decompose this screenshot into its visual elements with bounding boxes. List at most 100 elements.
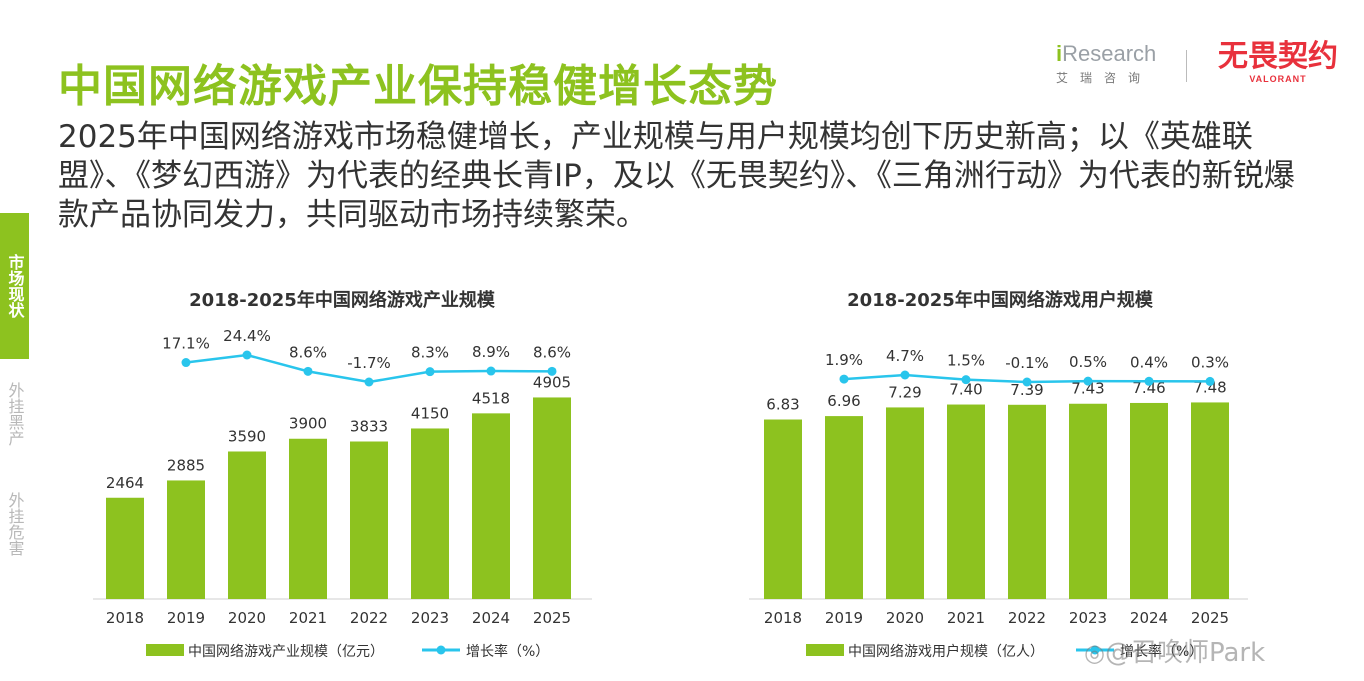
- x-tick-label: 2021: [289, 609, 327, 627]
- x-tick-label: 2021: [947, 609, 985, 627]
- page-title: 中国网络游戏产业保持稳健增长态势: [58, 61, 778, 112]
- valorant-logo-cn: 无畏契约: [1218, 39, 1338, 74]
- growth-rate-point: [1083, 376, 1093, 386]
- chart-title: 2018-2025年中国网络游戏用户规模: [847, 289, 1154, 311]
- bar-value-label: 3900: [289, 415, 327, 433]
- chart-legend: 中国网络游戏产业规模（亿元） 增长率（%）: [146, 643, 549, 660]
- growth-rate-label: 24.4%: [223, 327, 271, 345]
- bar: [411, 428, 449, 599]
- side-nav-item-market-status[interactable]: 市场现状: [0, 213, 29, 359]
- bar: [764, 419, 802, 599]
- bar-value-label: 7.46: [1132, 379, 1165, 397]
- growth-rate-label: -1.7%: [347, 354, 391, 372]
- chart-title: 2018-2025年中国网络游戏产业规模: [189, 289, 496, 311]
- growth-rate-label: 17.1%: [162, 335, 210, 353]
- bar-value-label: 2885: [167, 456, 205, 474]
- bar-value-label: 7.40: [949, 381, 982, 399]
- valorant-logo: 无畏契约 VALORANT: [1203, 39, 1353, 85]
- x-tick-label: 2019: [167, 609, 205, 627]
- bar: [472, 413, 510, 599]
- bar: [289, 438, 327, 599]
- x-tick-label: 2023: [411, 609, 449, 627]
- growth-rate-label: 4.7%: [886, 347, 924, 365]
- growth-rate-point: [486, 366, 496, 376]
- bar-value-label: 7.48: [1193, 378, 1226, 396]
- bar: [825, 416, 863, 599]
- legend-line-marker: [436, 645, 446, 655]
- bar-value-label: 6.96: [827, 392, 860, 410]
- growth-rate-point: [425, 367, 435, 377]
- growth-rate-label: 0.3%: [1191, 353, 1229, 371]
- bar-value-label: 4518: [472, 389, 510, 407]
- bar: [167, 480, 205, 599]
- growth-rate-point: [1144, 376, 1154, 386]
- x-tick-label: 2018: [764, 609, 802, 627]
- industry-scale-chart: 2018-2025年中国网络游戏产业规模 2464 2018 2885 2019 359…: [93, 289, 592, 660]
- watermark: ◎@召唤师Park: [1084, 632, 1265, 669]
- x-tick-label: 2024: [472, 609, 510, 627]
- bar: [1130, 402, 1168, 599]
- bar-value-label: 7.39: [1010, 381, 1043, 399]
- side-nav-item-cheat-harm[interactable]: 外挂危害: [5, 492, 25, 556]
- bar: [533, 397, 571, 599]
- legend-bar-label: 中国网络游戏产业规模（亿元）: [188, 644, 384, 660]
- bar-value-label: 4150: [411, 404, 449, 422]
- page-subtitle: 2025年中国网络游戏市场稳健增长，产业规模与用户规模均创下历史新高；以《英雄联…: [58, 119, 1295, 233]
- x-tick-label: 2025: [533, 609, 571, 627]
- iresearch-logo-i: i: [1056, 41, 1063, 66]
- valorant-logo-en: VALORANT: [1249, 74, 1307, 84]
- iresearch-logo: iResearch 艾瑞咨询: [1056, 42, 1168, 86]
- legend-line-marker: [1090, 645, 1100, 655]
- iresearch-logo-text: Research: [1062, 41, 1157, 66]
- growth-rate-label: 0.5%: [1069, 353, 1107, 371]
- growth-rate-label: 0.4%: [1130, 353, 1168, 371]
- user-scale-chart: 2018-2025年中国网络游戏用户规模 6.83 2018 6.96 2019 7.2…: [749, 289, 1248, 660]
- side-nav-item-cheat-industry[interactable]: 外挂黑产: [5, 382, 25, 446]
- weibo-icon: ◎: [1084, 639, 1105, 667]
- side-nav: 市场现状 外挂黑产 外挂危害: [0, 213, 29, 579]
- bar: [1069, 403, 1107, 599]
- bar: [106, 497, 144, 599]
- legend-bar-swatch: [806, 644, 844, 656]
- growth-rate-point: [839, 374, 849, 384]
- bar-value-label: 6.83: [766, 396, 799, 414]
- growth-rate-point: [181, 358, 191, 368]
- growth-rate-point: [961, 375, 971, 385]
- bar-value-label: 3590: [228, 427, 266, 445]
- bar: [228, 451, 266, 599]
- bar-value-label: 4905: [533, 373, 571, 391]
- growth-rate-point: [1022, 377, 1032, 387]
- growth-rate-label: -0.1%: [1005, 354, 1049, 372]
- iresearch-logo-cn: 艾瑞咨询: [1056, 71, 1153, 85]
- x-tick-label: 2022: [350, 609, 388, 627]
- x-tick-label: 2020: [228, 609, 266, 627]
- growth-rate-label: 8.6%: [533, 343, 571, 361]
- x-tick-label: 2018: [106, 609, 144, 627]
- growth-rate-point: [242, 350, 252, 360]
- chart-legend: 中国网络游戏用户规模（亿人） 增长率（%）: [806, 643, 1203, 660]
- watermark-text: @召唤师Park: [1104, 638, 1266, 668]
- bar: [350, 441, 388, 599]
- bar-value-label: 7.29: [888, 383, 921, 401]
- growth-rate-point: [1205, 376, 1215, 386]
- growth-rate-label: 8.3%: [411, 344, 449, 362]
- x-tick-label: 2023: [1069, 609, 1107, 627]
- logo-divider: [1186, 50, 1187, 82]
- growth-rate-label: 1.5%: [947, 352, 985, 370]
- bar: [1191, 402, 1229, 599]
- growth-rate-label: 8.9%: [472, 343, 510, 361]
- growth-rate-point: [303, 366, 313, 376]
- legend-bar-swatch: [146, 644, 184, 656]
- bar-value-label: 2464: [106, 474, 144, 492]
- bar: [886, 407, 924, 599]
- bar: [1008, 404, 1046, 599]
- growth-rate-label: 1.9%: [825, 351, 863, 369]
- x-tick-label: 2024: [1130, 609, 1168, 627]
- bar-value-label: 7.43: [1071, 380, 1104, 398]
- growth-rate-label: 8.6%: [289, 343, 327, 361]
- legend-line-label: 增长率（%）: [466, 643, 549, 660]
- x-tick-label: 2022: [1008, 609, 1046, 627]
- bar: [947, 404, 985, 599]
- x-tick-label: 2019: [825, 609, 863, 627]
- legend-bar-label: 中国网络游戏用户规模（亿人）: [848, 643, 1044, 660]
